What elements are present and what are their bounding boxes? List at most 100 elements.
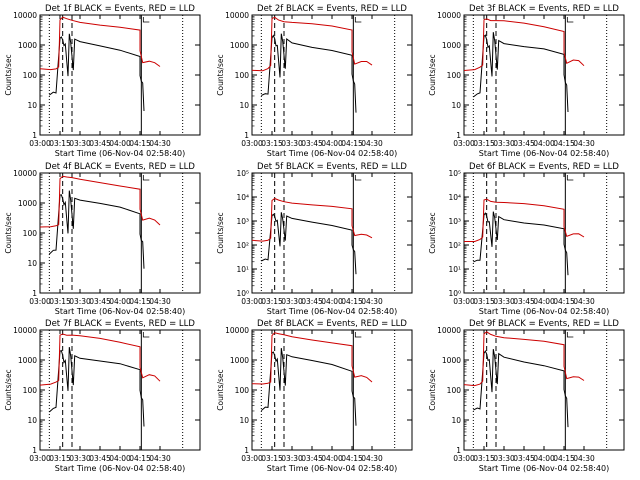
y-tick-label: 10000 (225, 326, 249, 335)
bracket-mark (566, 175, 574, 181)
y-tick-label: 10⁰ (448, 289, 461, 298)
x-tick-label: 03:15 (261, 454, 283, 463)
x-tick-label: 04:00 (321, 297, 343, 306)
x-tick-label: 03:00 (29, 297, 51, 306)
x-tick-label: 03:30 (493, 139, 515, 148)
lld-series-line (251, 16, 373, 72)
y-tick-label: 1 (456, 131, 461, 140)
y-tick-label: 10⁵ (236, 169, 249, 178)
x-tick-label: 03:30 (493, 454, 515, 463)
x-tick-label: 03:15 (473, 297, 495, 306)
events-series-line (472, 32, 569, 113)
y-tick-label: 10³ (448, 217, 461, 226)
x-tick-label: 03:45 (89, 139, 111, 148)
events-series-line (261, 212, 357, 275)
x-tick-label: 03:15 (261, 297, 283, 306)
y-tick-label: 10¹ (236, 265, 249, 274)
x-axis-label: Start Time (06-Nov-04 02:58:40) (55, 149, 185, 158)
chart-panel-4: Det 4f BLACK = Events, RED = LLD03:0003:… (4, 162, 201, 316)
bracket-mark (354, 332, 362, 338)
x-axis-label: Start Time (06-Nov-04 02:58:40) (55, 307, 185, 316)
bracket-mark (354, 17, 362, 23)
x-tick-label: 04:00 (533, 297, 555, 306)
chart-title: Det 6f BLACK = Events, RED = LLD (469, 162, 619, 172)
y-axis-label: Counts/sec (428, 54, 437, 95)
chart-panel-5: Det 5f BLACK = Events, RED = LLD03:0003:… (216, 162, 413, 316)
y-axis-label: Counts/sec (4, 212, 13, 253)
bracket-mark (566, 332, 574, 338)
x-axis-label: Start Time (06-Nov-04 02:58:40) (267, 464, 397, 473)
x-axis-label: Start Time (06-Nov-04 02:58:40) (55, 464, 185, 473)
y-tick-label: 10¹ (448, 265, 461, 274)
chart-panel-8: Det 8f BLACK = Events, RED = LLD03:0003:… (216, 319, 413, 473)
events-series-line (473, 349, 569, 428)
y-tick-label: 10000 (437, 326, 461, 335)
x-tick-label: 04:30 (573, 297, 595, 306)
y-tick-label: 10² (448, 241, 461, 250)
chart-panel-9: Det 9f BLACK = Events, RED = LLD03:0003:… (428, 319, 625, 473)
x-tick-label: 03:15 (261, 139, 283, 148)
chart-panel-6: Det 6f BLACK = Events, RED = LLD03:0003:… (428, 162, 625, 316)
y-tick-label: 1000 (230, 41, 249, 50)
chart-title: Det 1f BLACK = Events, RED = LLD (45, 4, 195, 14)
x-tick-label: 04:00 (109, 139, 131, 148)
y-tick-label: 10 (27, 416, 37, 425)
y-tick-label: 10 (451, 416, 461, 425)
y-tick-label: 1 (32, 446, 37, 455)
x-tick-label: 03:45 (513, 454, 535, 463)
lld-series-line (39, 16, 161, 71)
x-tick-label: 03:15 (49, 297, 71, 306)
x-tick-label: 03:30 (69, 139, 91, 148)
x-tick-label: 04:15 (553, 139, 575, 148)
y-tick-label: 100 (447, 71, 462, 80)
chart-panel-1: Det 1f BLACK = Events, RED = LLD03:0003:… (4, 4, 201, 158)
x-tick-label: 03:15 (473, 454, 495, 463)
x-tick-label: 04:15 (129, 139, 151, 148)
plot-frame (463, 329, 625, 451)
y-tick-label: 10000 (13, 11, 37, 20)
lld-series-line (251, 197, 373, 242)
x-tick-label: 04:15 (341, 139, 363, 148)
y-tick-label: 1 (32, 131, 37, 140)
y-axis-label: Counts/sec (216, 54, 225, 95)
plot-frame (39, 329, 201, 451)
y-tick-label: 1 (244, 446, 249, 455)
lld-series-line (39, 175, 161, 228)
lld-series-line (463, 331, 585, 387)
x-tick-label: 03:00 (241, 139, 263, 148)
y-tick-label: 10 (27, 259, 37, 268)
x-tick-label: 04:15 (129, 454, 151, 463)
x-tick-label: 04:15 (129, 297, 151, 306)
y-tick-label: 100 (447, 386, 462, 395)
y-axis-label: Counts/sec (216, 369, 225, 410)
x-tick-label: 03:30 (69, 454, 91, 463)
x-tick-label: 03:00 (453, 297, 475, 306)
x-tick-label: 03:30 (281, 297, 303, 306)
x-tick-label: 03:00 (453, 139, 475, 148)
x-tick-label: 04:30 (361, 297, 383, 306)
x-tick-label: 03:00 (241, 297, 263, 306)
chart-title: Det 5f BLACK = Events, RED = LLD (257, 162, 407, 172)
x-tick-label: 04:30 (149, 297, 171, 306)
chart-panel-3: Det 3f BLACK = Events, RED = LLD03:0003:… (428, 4, 625, 158)
x-tick-label: 04:00 (109, 454, 131, 463)
x-tick-label: 04:15 (341, 454, 363, 463)
plot-frame (39, 172, 201, 294)
bracket-mark (354, 175, 362, 181)
x-tick-label: 03:45 (513, 297, 535, 306)
chart-title: Det 2f BLACK = Events, RED = LLD (257, 4, 407, 14)
y-axis-label: Counts/sec (216, 212, 225, 253)
x-tick-label: 03:45 (89, 454, 111, 463)
x-tick-label: 04:15 (553, 454, 575, 463)
x-tick-label: 03:15 (49, 139, 71, 148)
x-tick-label: 03:45 (513, 139, 535, 148)
x-axis-label: Start Time (06-Nov-04 02:58:40) (267, 307, 397, 316)
y-tick-label: 10 (27, 101, 37, 110)
lld-series-line (39, 333, 161, 386)
x-tick-label: 03:30 (281, 139, 303, 148)
x-tick-label: 03:15 (49, 454, 71, 463)
x-tick-label: 04:15 (341, 297, 363, 306)
y-axis-label: Counts/sec (4, 369, 13, 410)
y-tick-label: 10⁴ (448, 193, 461, 202)
